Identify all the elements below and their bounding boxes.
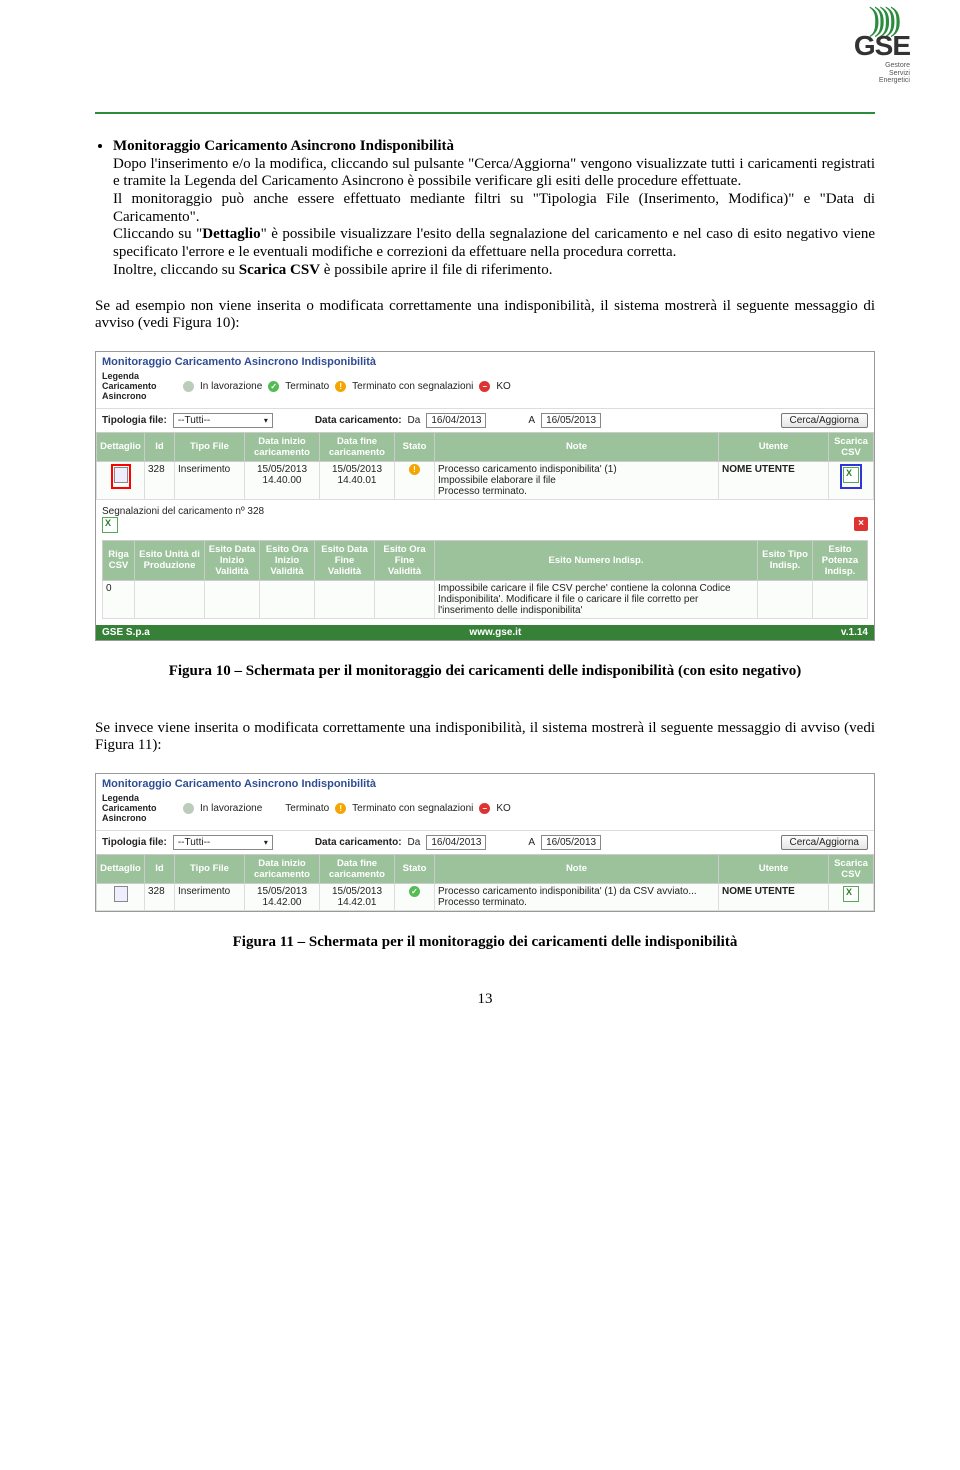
upload-table: Dettaglio Id Tipo File Data inizio caric… <box>96 432 874 500</box>
widget-title: Monitoraggio Caricamento Asincrono Indis… <box>96 352 874 370</box>
label-tipologia: Tipologia file: <box>102 415 167 426</box>
status-dot-terminato: ✓ <box>409 886 420 897</box>
close-icon[interactable]: × <box>854 517 868 531</box>
status-dot-segnalazioni: ! <box>335 381 346 392</box>
status-dot-lavorazione <box>183 803 194 814</box>
excel-icon[interactable] <box>843 886 859 902</box>
dettaglio-icon[interactable] <box>114 467 128 483</box>
paragraph: Se ad esempio non viene inserita o modif… <box>95 298 875 333</box>
cerca-aggiorna-button[interactable]: Cerca/Aggiorna <box>781 835 868 850</box>
status-dot-ko: – <box>479 381 490 392</box>
table-row: 328 Inserimento 15/05/201314.42.00 15/05… <box>97 883 874 910</box>
th-utente: Utente <box>719 432 829 461</box>
tipologia-select[interactable]: --Tutti--▾ <box>173 413 273 428</box>
widget-title: Monitoraggio Caricamento Asincrono Indis… <box>96 774 874 792</box>
logo-text: GSE <box>854 30 910 62</box>
th-dettaglio: Dettaglio <box>97 432 145 461</box>
th-data-fine: Data fine caricamento <box>320 432 395 461</box>
status-dot-segnalazioni: ! <box>409 464 420 475</box>
page-number: 13 <box>95 991 875 1008</box>
bullet-section: Monitoraggio Caricamento Asincrono Indis… <box>113 138 875 280</box>
upload-table: Dettaglio Id Tipo File Data inizio caric… <box>96 854 874 911</box>
tipologia-select[interactable]: --Tutti--▾ <box>173 835 273 850</box>
screenshot-fig10: Monitoraggio Caricamento Asincrono Indis… <box>95 351 875 641</box>
table-row: 328 Inserimento 15/05/201314.40.00 15/05… <box>97 461 874 499</box>
segnalazioni-title: Segnalazioni del caricamento nº 328 <box>102 506 868 517</box>
status-dot-segnalazioni: ! <box>335 803 346 814</box>
status-dot-lavorazione <box>183 381 194 392</box>
status-dot-ko: – <box>479 803 490 814</box>
th-scarica-csv: Scarica CSV <box>829 432 874 461</box>
label-data-caricamento: Data caricamento: <box>315 415 402 426</box>
date-from-input[interactable]: 16/04/2013 <box>426 835 486 850</box>
excel-icon[interactable] <box>843 467 859 483</box>
th-id: Id <box>145 432 175 461</box>
th-tipo: Tipo File <box>175 432 245 461</box>
cerca-aggiorna-button[interactable]: Cerca/Aggiorna <box>781 413 868 428</box>
section-heading: Monitoraggio Caricamento Asincrono Indis… <box>113 138 454 154</box>
paragraph: Dopo l'inserimento e/o la modifica, clic… <box>113 156 875 190</box>
logo: ))))) GSE GestoreServiziEnergetici <box>854 10 910 85</box>
dettaglio-icon[interactable] <box>114 886 128 902</box>
th-note: Note <box>435 432 719 461</box>
screenshot-fig11: Monitoraggio Caricamento Asincrono Indis… <box>95 773 875 912</box>
paragraph: Cliccando su "Dettaglio" è possibile vis… <box>113 226 875 260</box>
screenshot-footer: GSE S.p.awww.gse.itv.1.14 <box>96 625 874 640</box>
excel-icon[interactable] <box>102 517 118 533</box>
status-dot-terminato: ✓ <box>268 381 279 392</box>
segnalazioni-table: Riga CSV Esito Unità di Produzione Esito… <box>102 540 868 619</box>
th-stato: Stato <box>395 432 435 461</box>
figure-caption-10: Figura 10 – Schermata per il monitoraggi… <box>95 663 875 680</box>
date-to-input[interactable]: 16/05/2013 <box>541 413 601 428</box>
th-data-inizio: Data inizio caricamento <box>245 432 320 461</box>
table-row: 0 Impossibile caricare il file CSV perch… <box>103 580 868 618</box>
paragraph: Il monitoraggio può anche essere effettu… <box>113 191 875 225</box>
date-to-input[interactable]: 16/05/2013 <box>541 835 601 850</box>
legend-label: Legenda Caricamento Asincrono <box>102 794 177 824</box>
figure-caption-11: Figura 11 – Schermata per il monitoraggi… <box>95 934 875 951</box>
paragraph: Inoltre, cliccando su Scarica CSV è poss… <box>113 262 552 278</box>
legend-label: Legenda Caricamento Asincrono <box>102 372 177 402</box>
paragraph: Se invece viene inserita o modificata co… <box>95 720 875 755</box>
date-from-input[interactable]: 16/04/2013 <box>426 413 486 428</box>
